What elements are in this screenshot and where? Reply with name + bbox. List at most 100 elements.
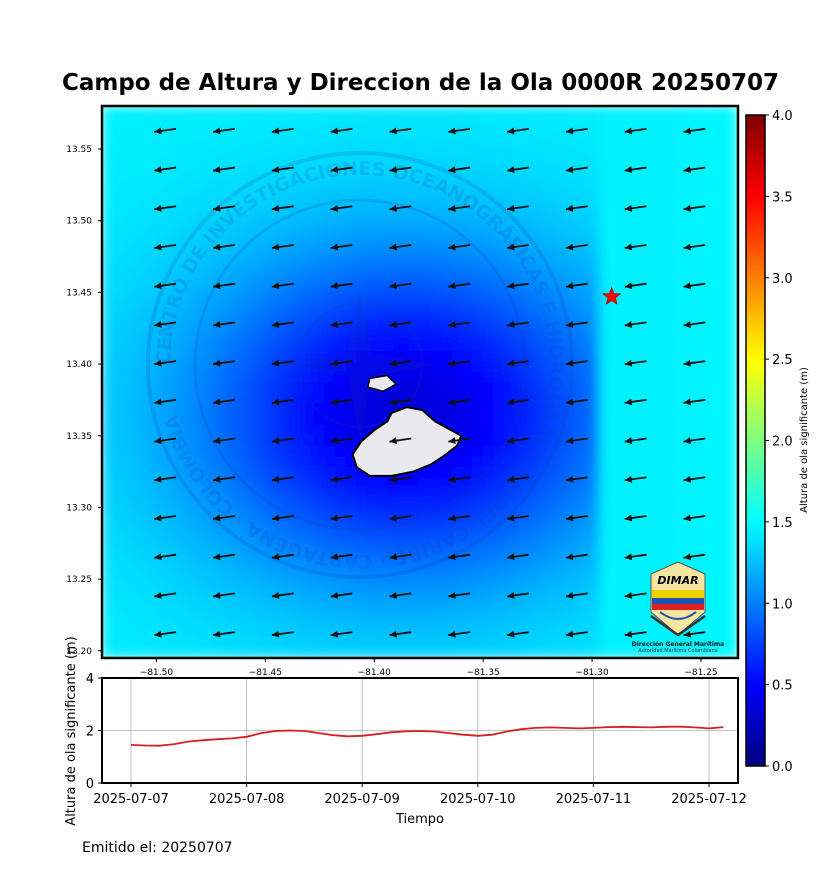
direction-arrow: [683, 514, 706, 522]
direction-arrow: [389, 630, 412, 638]
direction-arrow: [271, 282, 294, 290]
direction-arrow: [506, 282, 530, 290]
island: [351, 374, 463, 477]
direction-arrow: [565, 359, 588, 367]
direction-arrow: [154, 166, 177, 174]
direction-arrow: [565, 204, 588, 212]
direction-arrow: [330, 204, 353, 212]
direction-arrow: [330, 592, 353, 599]
direction-arrow: [448, 437, 471, 445]
direction-arrow: [271, 127, 294, 135]
direction-arrow: [506, 475, 530, 483]
direction-arrow: [271, 243, 294, 251]
map-y-ticks: 13.55 13.50 13.45 13.40 13.35 13.30 13.25 13.20: [66, 145, 102, 657]
direction-arrow: [271, 553, 294, 561]
direction-arrow: [212, 321, 235, 328]
direction-arrow: [330, 243, 353, 251]
direction-arrow: [389, 282, 412, 290]
direction-arrow: [565, 166, 588, 174]
direction-arrow: [271, 359, 294, 367]
direction-arrow: [212, 204, 235, 212]
star-marker: [602, 286, 622, 305]
map-y-tick-label: 13.20: [66, 647, 92, 657]
direction-arrow: [565, 475, 588, 483]
direction-arrow: [212, 514, 235, 522]
direction-arrow: [448, 166, 471, 174]
colorbar-tick-label: 1.5: [772, 516, 793, 531]
direction-arrow: [154, 321, 177, 328]
direction-arrow: [624, 514, 647, 522]
direction-arrow: [271, 204, 294, 212]
direction-arrow: [565, 514, 588, 522]
direction-arrow: [683, 166, 706, 174]
direction-arrow: [624, 553, 647, 561]
timeseries-x-tick-label: 2025-07-11: [556, 792, 632, 807]
colorbar-tick-label: 4.0: [772, 109, 793, 124]
direction-arrow: [506, 204, 530, 212]
island-outline: [351, 406, 463, 477]
colorbar-tick-label: 3.0: [772, 272, 793, 287]
direction-arrow: [271, 321, 294, 328]
direction-arrow: [565, 127, 588, 135]
direction-arrow: [624, 398, 647, 406]
direction-arrow: [624, 437, 647, 445]
direction-arrow: [624, 592, 647, 599]
direction-arrow: [683, 475, 706, 483]
map-y-tick-label: 13.40: [66, 360, 92, 370]
colorbar-tick-label: 1.0: [772, 597, 793, 612]
direction-arrow: [212, 127, 235, 135]
direction-arrow: [506, 243, 530, 251]
map-title: Campo de Altura y Direccion de la Ola 00…: [61, 70, 780, 96]
map-y-tick-label: 13.35: [66, 432, 92, 442]
direction-arrow: [565, 437, 588, 445]
direction-arrow: [154, 359, 177, 367]
direction-arrow: [683, 437, 706, 445]
direction-arrow: [565, 321, 588, 328]
direction-arrow: [154, 475, 177, 483]
direction-arrow: [506, 166, 530, 174]
colorbar-ticks: 0.0 0.5 1.0 1.5 2.0 2.5 3.0 3.5 4.0: [765, 109, 793, 775]
direction-arrow: [565, 630, 588, 638]
direction-arrow: [624, 359, 647, 367]
direction-arrow: [330, 282, 353, 290]
direction-arrow: [624, 243, 647, 251]
direction-arrow: [683, 630, 706, 638]
direction-arrow: [624, 630, 647, 638]
direction-arrow: [683, 204, 706, 212]
direction-arrow: [448, 475, 471, 483]
timeseries-x-tick-label: 2025-07-08: [209, 792, 285, 807]
colorbar-tick-label: 2.5: [772, 353, 793, 368]
direction-arrow: [330, 321, 353, 328]
direction-arrow: [448, 630, 471, 638]
direction-arrow: [448, 204, 471, 212]
direction-arrow: [624, 204, 647, 212]
direction-arrow: [624, 282, 647, 290]
direction-arrow: [389, 514, 412, 522]
direction-arrow: [271, 398, 294, 406]
direction-arrow: [565, 398, 588, 406]
direction-arrow: [624, 475, 647, 483]
direction-arrow: [389, 204, 412, 212]
direction-arrow: [330, 437, 353, 445]
direction-arrow: [271, 166, 294, 174]
direction-arrow: [154, 630, 177, 638]
logo-text: DIMAR: [657, 574, 698, 587]
direction-arrow: [389, 553, 412, 561]
direction-arrow: [683, 243, 706, 251]
direction-arrow: [154, 592, 177, 599]
direction-arrow: [212, 475, 235, 483]
direction-arrow: [389, 243, 412, 251]
map-x-tick-label: −81.35: [467, 668, 500, 678]
timeseries-x-tick-label: 2025-07-12: [671, 792, 747, 807]
direction-arrow: [506, 592, 530, 599]
direction-arrow: [212, 437, 235, 445]
direction-arrow: [565, 282, 588, 290]
colorbar-tick-label: 3.5: [772, 190, 793, 205]
direction-arrow: [330, 127, 353, 135]
direction-arrow: [271, 630, 294, 638]
direction-arrow: [506, 359, 530, 367]
direction-arrow: [212, 282, 235, 290]
map-x-ticks: −81.50 −81.45 −81.40 −81.35 −81.30 −81.25: [140, 658, 718, 678]
direction-arrow: [624, 321, 647, 328]
